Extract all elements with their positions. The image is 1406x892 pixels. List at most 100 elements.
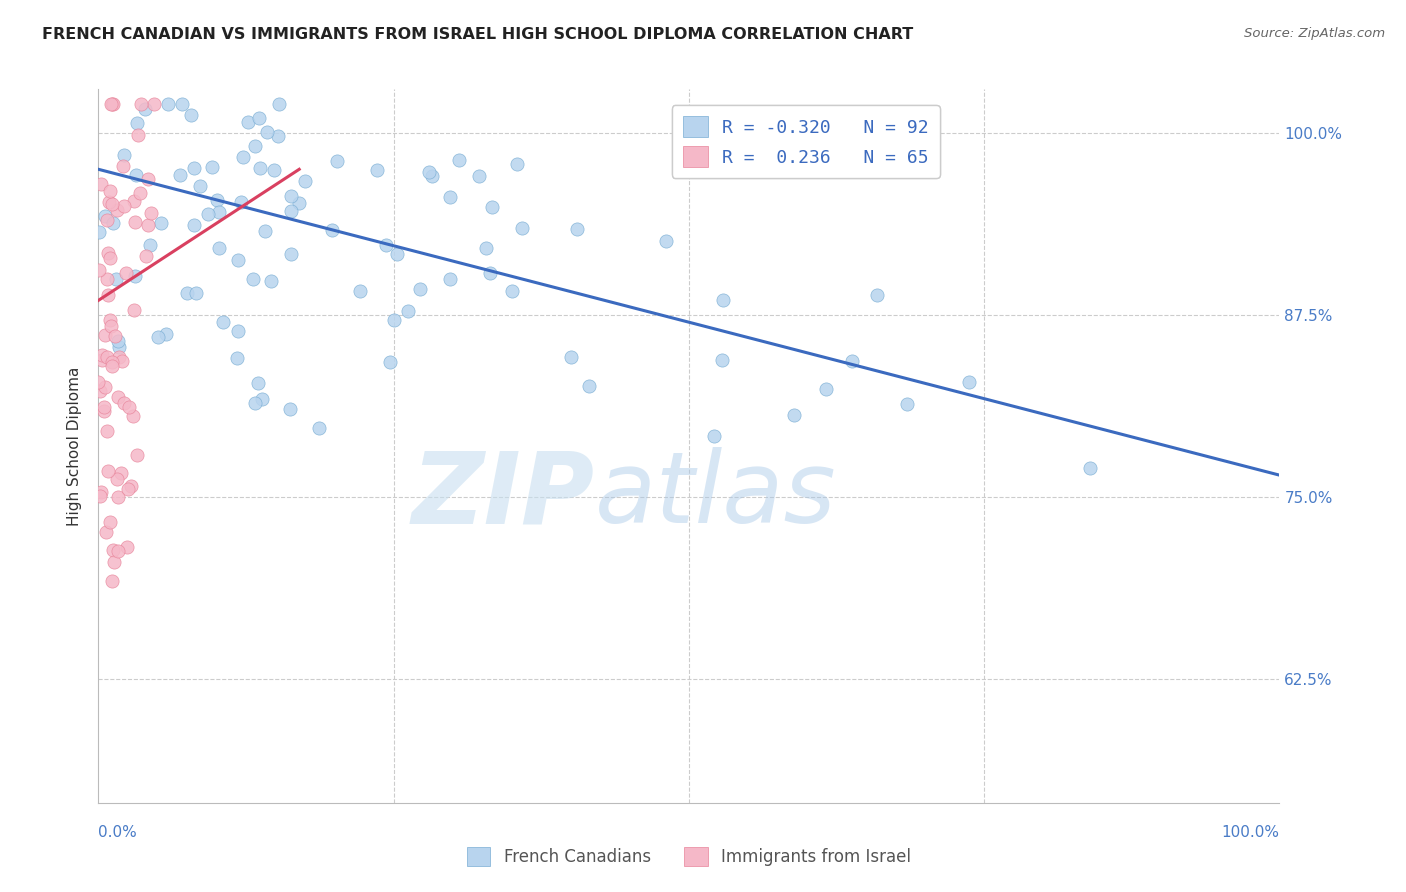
Point [93,379,115,393]
Point [382,312,405,326]
Point [98,515,121,529]
Text: Source: ZipAtlas.com: Source: ZipAtlas.com [1244,27,1385,40]
Point [124,215,146,229]
Point [107,544,129,558]
Point [112,159,135,173]
Point [129,96,152,111]
Point [90,485,112,500]
Point [138,171,160,186]
Point [155,327,177,342]
Point [578,379,600,393]
Point [783,408,806,422]
Point [447,153,470,167]
Point [232,150,254,164]
Point [87,375,110,389]
Point [280,401,302,416]
Point [97,288,120,302]
Point [111,353,134,368]
Point [93,404,115,418]
Legend: French Canadians, Immigrants from Israel: French Canadians, Immigrants from Israel [458,838,920,875]
Point [226,252,249,267]
Point [107,490,129,504]
Point [103,555,125,569]
Point [226,324,249,338]
Point [243,139,266,153]
Point [101,355,124,369]
Point [205,194,228,208]
Point [294,174,316,188]
Point [321,223,343,237]
Text: atlas: atlas [595,448,837,544]
Point [710,352,733,367]
Point [896,397,918,411]
Point [288,196,311,211]
Point [96,212,118,227]
Point [135,249,157,263]
Point [475,242,498,256]
Point [229,195,252,210]
Point [510,221,533,235]
Point [100,318,122,333]
Point [125,448,148,462]
Point [94,525,117,540]
Text: FRENCH CANADIAN VS IMMIGRANTS FROM ISRAEL HIGH SCHOOL DIPLOMA CORRELATION CHART: FRENCH CANADIAN VS IMMIGRANTS FROM ISRAE… [42,27,914,42]
Point [418,165,440,179]
Point [97,195,120,210]
Point [208,242,231,256]
Point [96,272,118,286]
Text: 100.0%: 100.0% [1222,825,1279,840]
Point [478,266,501,280]
Point [90,177,112,191]
Point [94,209,117,223]
Point [112,199,135,213]
Point [115,540,138,554]
Point [439,189,461,203]
Point [112,396,135,410]
Point [107,390,129,404]
Point [124,269,146,284]
Text: 0.0%: 0.0% [98,825,138,840]
Point [89,384,111,398]
Point [866,288,889,302]
Point [212,315,235,329]
Point [101,543,124,558]
Point [100,96,122,111]
Point [105,472,128,486]
Point [183,161,205,175]
Point [169,169,191,183]
Point [108,350,131,364]
Point [501,284,523,298]
Point [139,205,162,219]
Point [207,205,229,219]
Point [125,116,148,130]
Point [396,304,419,318]
Point [101,96,124,111]
Point [560,350,582,364]
Point [87,262,110,277]
Point [654,234,676,248]
Point [326,153,349,168]
Point [957,375,980,389]
Point [468,169,491,183]
Point [267,129,290,144]
Point [114,266,136,280]
Point [252,392,274,407]
Point [90,353,112,368]
Point [200,160,222,174]
Point [280,204,302,219]
Point [183,218,205,232]
Point [256,125,278,139]
Point [841,354,863,368]
Point [122,409,145,423]
Point [101,216,124,230]
Point [149,216,172,230]
Point [481,200,503,214]
Point [107,334,129,348]
Point [122,303,145,318]
Point [103,329,125,343]
Point [380,354,402,368]
Point [101,359,124,373]
Point [87,225,110,239]
Point [134,102,156,116]
Point [93,401,115,415]
